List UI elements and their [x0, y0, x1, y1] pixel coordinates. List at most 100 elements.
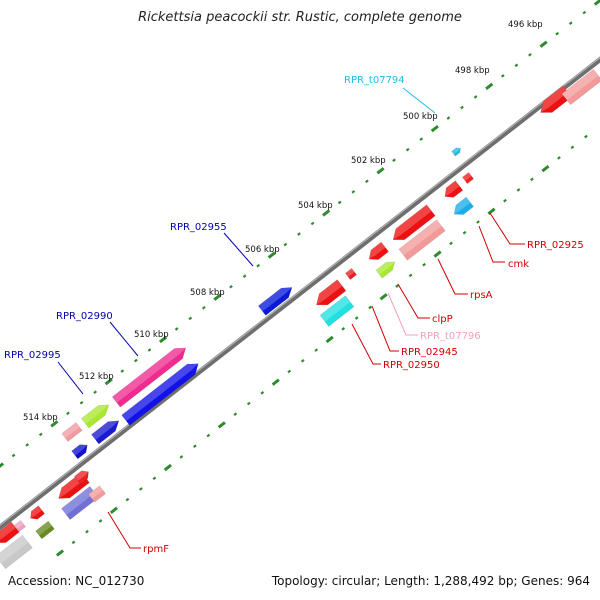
tick-mark: [555, 31, 560, 36]
tick-mark: [134, 358, 138, 363]
gene-red-tiny-1-shade: [462, 172, 472, 181]
kbp-tick-label: 502 kbp: [351, 156, 386, 166]
gene-label-rpr-t07794[interactable]: RPR_t07794: [344, 75, 405, 86]
gene-clpp-red-shade: [369, 242, 386, 260]
gene-label-rpr-t07796[interactable]: RPR_t07796: [420, 331, 481, 342]
gene-red-edge-shade: [0, 521, 16, 543]
gene-red-left-small[interactable]: [73, 468, 91, 485]
gene-pink-top-right[interactable]: [561, 68, 600, 106]
tick-mark: [433, 250, 442, 258]
gene-pink-tiny-shade: [14, 520, 24, 529]
gene-olive[interactable]: [35, 520, 55, 540]
gene-rpr-02995-green[interactable]: [81, 400, 112, 429]
gene-label-rpr-02950[interactable]: RPR_02950: [383, 360, 440, 371]
tick-tracks: [0, 0, 600, 557]
gene-label-rpr-02925[interactable]: RPR_02925: [527, 240, 584, 251]
gene-rpr-02990-blue-shape: [121, 363, 199, 426]
tick-mark: [242, 274, 247, 278]
gene-rpr-02925[interactable]: [441, 180, 464, 202]
tick-mark: [188, 316, 193, 321]
gene-rpr-02995-blue-shape: [91, 420, 120, 445]
tick-mark: [541, 164, 550, 173]
gene-rpsa-pink[interactable]: [398, 219, 446, 261]
pointer-rpr-t07796: [387, 292, 418, 336]
gene-rpr-02925-shape: [444, 180, 464, 198]
tick-mark: [405, 147, 410, 152]
tick-mark: [395, 284, 399, 288]
gene-gray-left[interactable]: [0, 534, 33, 570]
gene-pink-small-shape: [61, 422, 83, 442]
tick-mark: [365, 179, 369, 184]
pointer-clpp: [397, 283, 430, 319]
gene-pink-small[interactable]: [61, 422, 83, 442]
gene-rpsa-pink-shade: [398, 219, 442, 256]
tick-mark: [568, 21, 573, 25]
gene-rpr-t07794[interactable]: [451, 146, 463, 157]
tick-mark: [473, 95, 478, 99]
pointer-rpr-02990: [109, 321, 139, 357]
gene-rpr-02955-shade: [258, 287, 292, 312]
gene-label-rpr-02955[interactable]: RPR_02955: [170, 222, 227, 233]
tick-mark: [174, 327, 179, 331]
genome-stats-text: Topology: circular; Length: 1,288,492 bp…: [271, 574, 590, 588]
gene-red-tiny-1[interactable]: [461, 171, 475, 185]
tick-mark: [516, 188, 521, 192]
gene-red-bottom-left-shape: [30, 505, 46, 520]
tick-mark: [530, 177, 534, 182]
gene-rpr-02950[interactable]: [319, 295, 355, 327]
gene-rpr-02945[interactable]: [312, 279, 347, 311]
tick-mark: [322, 209, 331, 217]
tick-mark: [109, 506, 119, 514]
tick-mark: [422, 262, 426, 267]
tick-mark: [557, 156, 561, 160]
gene-pink-top-right-shade: [561, 69, 599, 101]
tick-mark: [152, 476, 157, 481]
gene-pink-right-mid[interactable]: [87, 485, 107, 503]
tick-mark: [233, 412, 238, 416]
kbp-tick-label: 500 kbp: [403, 112, 438, 122]
gene-cmk[interactable]: [450, 196, 474, 219]
tick-mark: [213, 293, 222, 301]
gene-label-rpr-02995[interactable]: RPR_02995: [4, 350, 61, 361]
tick-mark: [376, 167, 385, 175]
tick-mark: [392, 158, 396, 163]
gene-pink-right-mid-shade: [88, 485, 103, 499]
gene-rpr-02995-blue[interactable]: [91, 416, 122, 445]
tick-mark: [514, 63, 519, 68]
gene-red-tiny-2[interactable]: [344, 267, 358, 281]
gene-rpr-02990-magenta[interactable]: [111, 343, 189, 408]
gene-clpp-red[interactable]: [365, 241, 389, 264]
gene-rpsa-red-shape: [392, 204, 436, 241]
gene-rpsa-red[interactable]: [389, 204, 436, 246]
gene-label-rpr-02990[interactable]: RPR_02990: [56, 311, 113, 322]
label-pointers: [57, 87, 525, 549]
tick-mark: [419, 137, 424, 141]
gene-clpp-green-shade: [376, 261, 395, 275]
gene-blue-small[interactable]: [71, 441, 91, 460]
gene-rpr-02955[interactable]: [257, 283, 295, 316]
gene-cmk-shape: [453, 196, 474, 215]
gene-label-clpp[interactable]: clpP: [432, 314, 453, 325]
pointer-rpr-02950: [351, 323, 381, 365]
gene-olive-shade: [35, 521, 52, 536]
gene-clpp-green[interactable]: [375, 258, 398, 279]
gene-red-edge[interactable]: [0, 521, 20, 548]
gene-label-rpr-02945[interactable]: RPR_02945: [401, 347, 458, 358]
gene-pink-tiny[interactable]: [13, 519, 27, 533]
gene-label-cmk[interactable]: cmk: [508, 259, 529, 270]
gene-label-rpmf[interactable]: rpmF: [143, 544, 169, 555]
gene-rpr-02950-shape: [319, 295, 355, 327]
gene-label-rpsa[interactable]: rpsA: [470, 290, 493, 301]
tick-mark: [71, 540, 76, 545]
tick-mark: [179, 455, 184, 459]
tick-mark: [283, 242, 288, 247]
gene-rpr-02990-magenta-shape: [111, 347, 187, 408]
gene-rpr-02990-blue[interactable]: [121, 359, 203, 426]
gene-red-bottom-left[interactable]: [27, 505, 46, 522]
pointer-rpr-02955: [223, 232, 254, 267]
tick-mark: [528, 52, 532, 57]
tick-mark: [449, 241, 453, 246]
tick-mark: [85, 529, 89, 534]
gene-gray-left-shade: [0, 535, 29, 564]
